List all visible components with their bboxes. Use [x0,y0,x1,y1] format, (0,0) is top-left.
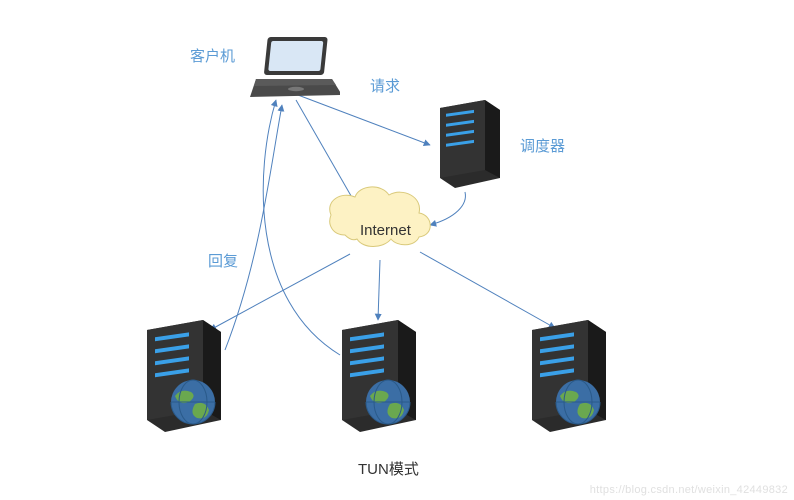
server-b [330,320,425,440]
caption: TUN模式 [358,458,419,479]
label-client: 客户机 [190,45,235,66]
label-request: 请求 [370,75,400,96]
scheduler-server [430,100,505,190]
label-reply: 回复 [208,250,238,271]
label-internet: Internet [360,222,411,239]
client-laptop [250,35,340,100]
watermark: https://blog.csdn.net/weixin_42449832 [590,484,788,496]
label-scheduler: 调度器 [520,135,565,156]
server-a [135,320,230,440]
server-c [520,320,615,440]
